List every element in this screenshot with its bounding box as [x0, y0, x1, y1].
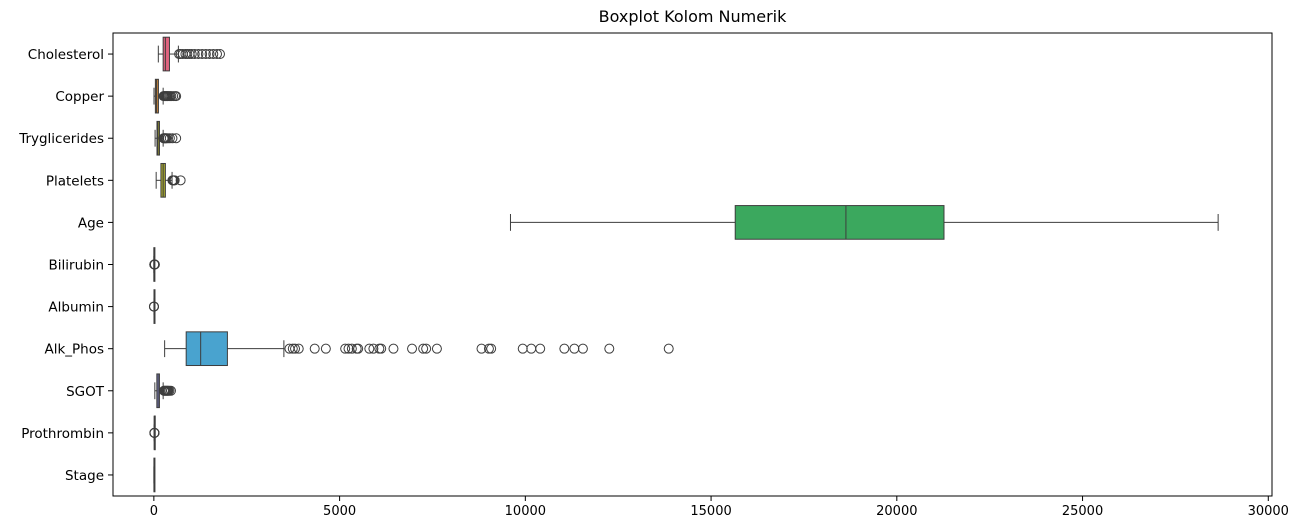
x-tick-label: 30000: [1248, 504, 1289, 519]
outlier-point: [343, 343, 354, 354]
x-tick-label: 5000: [323, 504, 356, 519]
outlier-point: [175, 175, 186, 186]
outlier-point: [208, 49, 219, 60]
outlier-point: [171, 133, 182, 144]
x-tick-label: 0: [150, 504, 158, 519]
outlier-point: [535, 343, 546, 354]
y-tick-label: Age: [78, 215, 104, 231]
chart-title: Boxplot Kolom Numerik: [599, 7, 787, 26]
box-group-stage: [153, 457, 156, 493]
box-iqr: [162, 36, 170, 72]
outlier-point: [388, 343, 399, 354]
outlier-point: [368, 343, 379, 354]
box-group-albumin: [148, 289, 160, 324]
outlier-point: [287, 343, 298, 354]
y-tick-label: Alk_Phos: [44, 342, 104, 358]
outlier-point: [320, 343, 331, 354]
x-axis: 0 5000 10000 15000 20000 25000 30000: [150, 496, 1289, 519]
outlier-point: [517, 343, 528, 354]
outlier-point: [486, 343, 497, 354]
y-tick-label: Cholesterol: [28, 47, 104, 63]
outlier-point: [212, 49, 223, 60]
outlier-point: [193, 49, 204, 60]
box-group-alk-phos: [164, 331, 674, 367]
box-group-age: [509, 205, 1219, 240]
outlier-point: [197, 49, 208, 60]
outlier-point: [374, 343, 385, 354]
x-tick-label: 15000: [690, 504, 731, 519]
y-axis: Cholesterol Copper Tryglicerides Platelets A…: [18, 47, 113, 484]
outlier-point: [663, 343, 674, 354]
box-group-platelets: [155, 162, 186, 198]
outlier-point: [164, 133, 175, 144]
y-tick-label: Bilirubin: [49, 258, 105, 274]
outlier-point: [182, 49, 193, 60]
outlier-point: [189, 49, 200, 60]
outlier-point: [149, 301, 160, 312]
outlier-point: [604, 343, 615, 354]
box-group-sgot: [154, 373, 176, 409]
y-tick-label: Stage: [65, 468, 104, 484]
plot-frame: [112, 32, 1273, 497]
outlier-point: [421, 343, 432, 354]
outlier-point: [559, 343, 570, 354]
outlier-point: [169, 175, 180, 186]
box-group-cholesterol: [157, 36, 225, 72]
plot-area: [148, 36, 1219, 493]
x-tick-label: 10000: [505, 504, 546, 519]
box-iqr: [734, 205, 945, 240]
outlier-point: [431, 343, 442, 354]
outlier-point: [165, 385, 176, 396]
outlier-point: [476, 343, 487, 354]
outlier-point: [186, 49, 197, 60]
outlier-point: [214, 49, 225, 60]
outlier-point: [293, 343, 304, 354]
outlier-point: [149, 427, 160, 438]
outlier-point: [407, 343, 418, 354]
y-tick-label: Platelets: [46, 173, 104, 189]
x-tick-label: 20000: [876, 504, 917, 519]
box-group-prothrombin: [149, 415, 160, 451]
box-group-bilirubin: [149, 247, 160, 282]
outlier-point: [569, 343, 580, 354]
box-iqr: [185, 331, 228, 367]
y-tick-label: Tryglicerides: [18, 131, 104, 147]
outlier-point: [376, 343, 387, 354]
box-group-tryglicerides: [154, 120, 182, 156]
outlier-point: [290, 343, 301, 354]
outlier-point: [200, 49, 211, 60]
outlier-point: [418, 343, 429, 354]
x-tick-label: 25000: [1062, 504, 1103, 519]
outlier-point: [526, 343, 537, 354]
outlier-point: [364, 343, 375, 354]
y-tick-label: Copper: [55, 89, 104, 105]
outlier-point: [340, 343, 351, 354]
outlier-point: [149, 259, 160, 270]
outlier-point: [346, 343, 357, 354]
outlier-point: [353, 343, 364, 354]
box-group-copper: [153, 78, 182, 114]
y-tick-label: Albumin: [48, 300, 104, 316]
y-tick-label: SGOT: [66, 384, 105, 400]
outlier-point: [577, 343, 588, 354]
outlier-point: [309, 343, 320, 354]
outlier-point: [171, 91, 182, 102]
outlier-point: [204, 49, 215, 60]
outlier-point: [483, 343, 494, 354]
outlier-point: [167, 133, 178, 144]
y-tick-label: Prothrombin: [21, 426, 104, 442]
